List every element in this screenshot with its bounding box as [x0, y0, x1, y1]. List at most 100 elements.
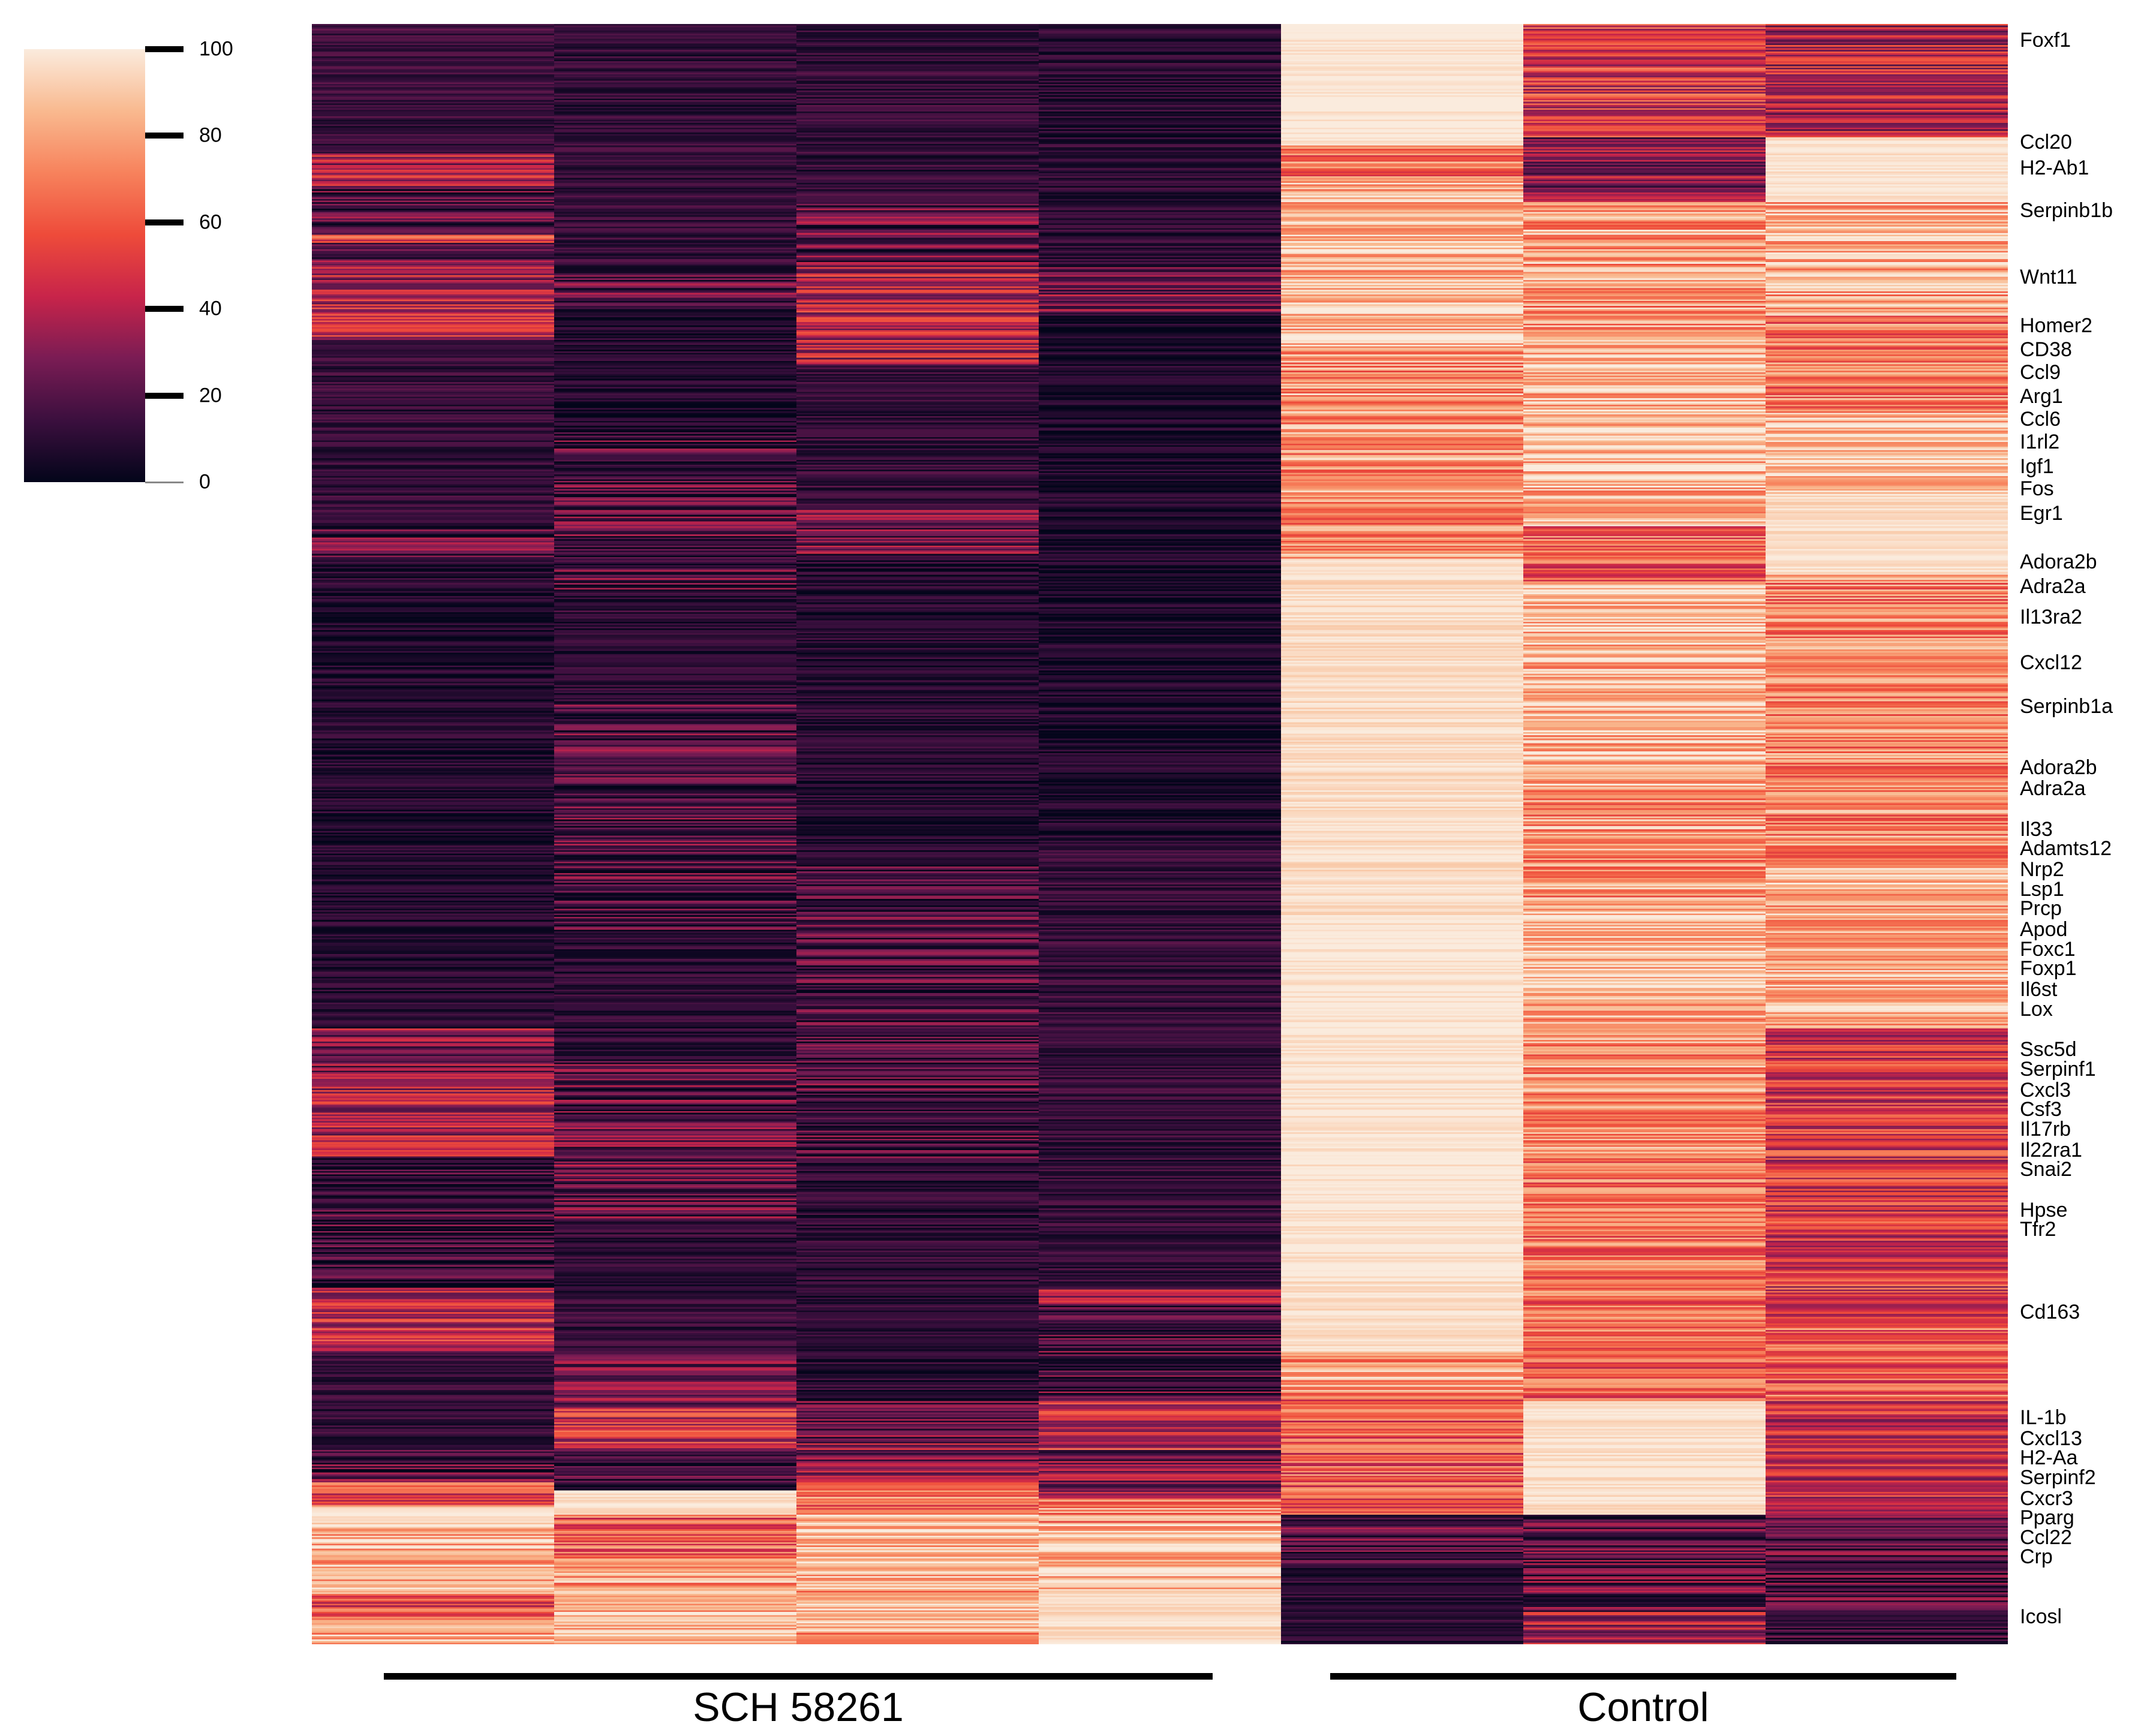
- heatmap-cell: [312, 1096, 555, 1099]
- heatmap-cell: [796, 1638, 1039, 1640]
- heatmap-cell: [1039, 1006, 1282, 1008]
- heatmap-cell: [312, 89, 555, 91]
- heatmap-cell: [1039, 604, 1282, 606]
- heatmap-cell: [796, 166, 1039, 169]
- heatmap-cell: [796, 962, 1039, 964]
- heatmap-cell: [312, 758, 555, 760]
- heatmap-cell: [796, 1069, 1039, 1072]
- heatmap-cell: [312, 247, 555, 250]
- heatmap-cell: [796, 1458, 1039, 1460]
- heatmap-cell: [796, 1589, 1039, 1591]
- heatmap-cell: [1281, 869, 1524, 872]
- heatmap-cell: [796, 1485, 1039, 1488]
- heatmap-cell: [796, 1631, 1039, 1633]
- heatmap-cell: [1039, 236, 1282, 239]
- heatmap-cell: [1281, 932, 1524, 935]
- heatmap-cell: [1281, 1158, 1524, 1160]
- heatmap-cell: [1039, 537, 1282, 540]
- heatmap-cell: [1281, 792, 1524, 795]
- heatmap-cell: [796, 1606, 1039, 1609]
- heatmap-cell: [796, 994, 1039, 997]
- heatmap-cell: [796, 1464, 1039, 1467]
- heatmap-cell: [1281, 1030, 1524, 1033]
- heatmap-cell: [796, 230, 1039, 232]
- heatmap-cell: [312, 357, 555, 360]
- heatmap-cell: [554, 675, 797, 678]
- heatmap-cell: [796, 664, 1039, 666]
- heatmap-cell: [554, 641, 797, 643]
- heatmap-cell: [312, 1242, 555, 1245]
- heatmap-cell: [1281, 607, 1524, 610]
- heatmap-cell: [312, 1189, 555, 1192]
- heatmap-cell: [1039, 254, 1282, 256]
- heatmap-cell: [1039, 964, 1282, 966]
- heatmap-cell: [312, 1318, 555, 1321]
- heatmap-cell: [554, 304, 797, 306]
- heatmap-cell: [312, 592, 555, 595]
- heatmap-cell: [312, 1331, 555, 1334]
- heatmap-cell: [796, 899, 1039, 901]
- heatmap-cell: [796, 616, 1039, 619]
- heatmap-cell: [796, 753, 1039, 756]
- heatmap-cell: [1039, 849, 1282, 851]
- heatmap-cell: [1281, 1382, 1524, 1384]
- heatmap-cell: [796, 1529, 1039, 1532]
- heatmap-cell: [554, 968, 797, 971]
- heatmap-cell: [1281, 565, 1524, 567]
- heatmap-cell: [1281, 886, 1524, 888]
- heatmap-cell: [1281, 512, 1524, 514]
- heatmap-cell: [312, 733, 555, 736]
- heatmap-cell: [796, 1477, 1039, 1479]
- heatmap-cell: [796, 234, 1039, 237]
- heatmap-cell: [796, 1280, 1039, 1282]
- heatmap-cell: [1039, 270, 1282, 273]
- heatmap-cell: [1281, 887, 1524, 890]
- heatmap-cell: [554, 944, 797, 947]
- heatmap-cell: [796, 477, 1039, 480]
- heatmap-cell: [1039, 1172, 1282, 1175]
- heatmap-cell: [1039, 413, 1282, 415]
- heatmap-cell: [1039, 55, 1282, 57]
- heatmap-cell: [554, 528, 797, 530]
- heatmap-cell: [554, 1284, 797, 1287]
- heatmap-cell: [1281, 800, 1524, 802]
- heatmap-cell: [312, 1182, 555, 1185]
- heatmap-cell: [554, 1052, 797, 1055]
- heatmap-cell: [554, 867, 797, 869]
- heatmap-cell: [312, 1239, 555, 1241]
- heatmap-cell: [312, 1121, 555, 1123]
- heatmap-cell: [554, 267, 797, 269]
- heatmap-cell: [1281, 1474, 1524, 1476]
- heatmap-cell: [796, 1467, 1039, 1470]
- heatmap-cell: [554, 816, 797, 819]
- heatmap-cell: [796, 869, 1039, 872]
- heatmap-cell: [796, 422, 1039, 425]
- heatmap-cell: [1039, 157, 1282, 159]
- heatmap-cell: [796, 323, 1039, 326]
- heatmap-cell: [796, 131, 1039, 133]
- heatmap-cell: [1039, 1307, 1282, 1310]
- heatmap-cell: [554, 301, 797, 303]
- heatmap-cell: [1039, 886, 1282, 888]
- heatmap-cell: [1281, 1200, 1524, 1202]
- heatmap-cell: [1039, 294, 1282, 297]
- heatmap-cell: [554, 362, 797, 365]
- heatmap-cell: [312, 959, 555, 961]
- heatmap-cell: [1281, 1189, 1524, 1192]
- heatmap-cell: [1281, 133, 1524, 135]
- heatmap-cell: [312, 971, 555, 974]
- heatmap-cell: [796, 999, 1039, 1001]
- heatmap-cell: [1281, 1033, 1524, 1036]
- heatmap-cell: [1039, 1627, 1282, 1630]
- heatmap-cell: [1281, 459, 1524, 462]
- heatmap-cell: [554, 1544, 797, 1546]
- heatmap-cell: [554, 910, 797, 913]
- heatmap-cell: [796, 249, 1039, 251]
- heatmap-cell: [554, 586, 797, 588]
- heatmap-cell: [1281, 576, 1524, 579]
- heatmap-cell: [796, 715, 1039, 718]
- heatmap-cell: [1039, 980, 1282, 982]
- heatmap-cell: [1281, 27, 1524, 29]
- heatmap-cell: [312, 672, 555, 675]
- heatmap-cell: [312, 1527, 555, 1530]
